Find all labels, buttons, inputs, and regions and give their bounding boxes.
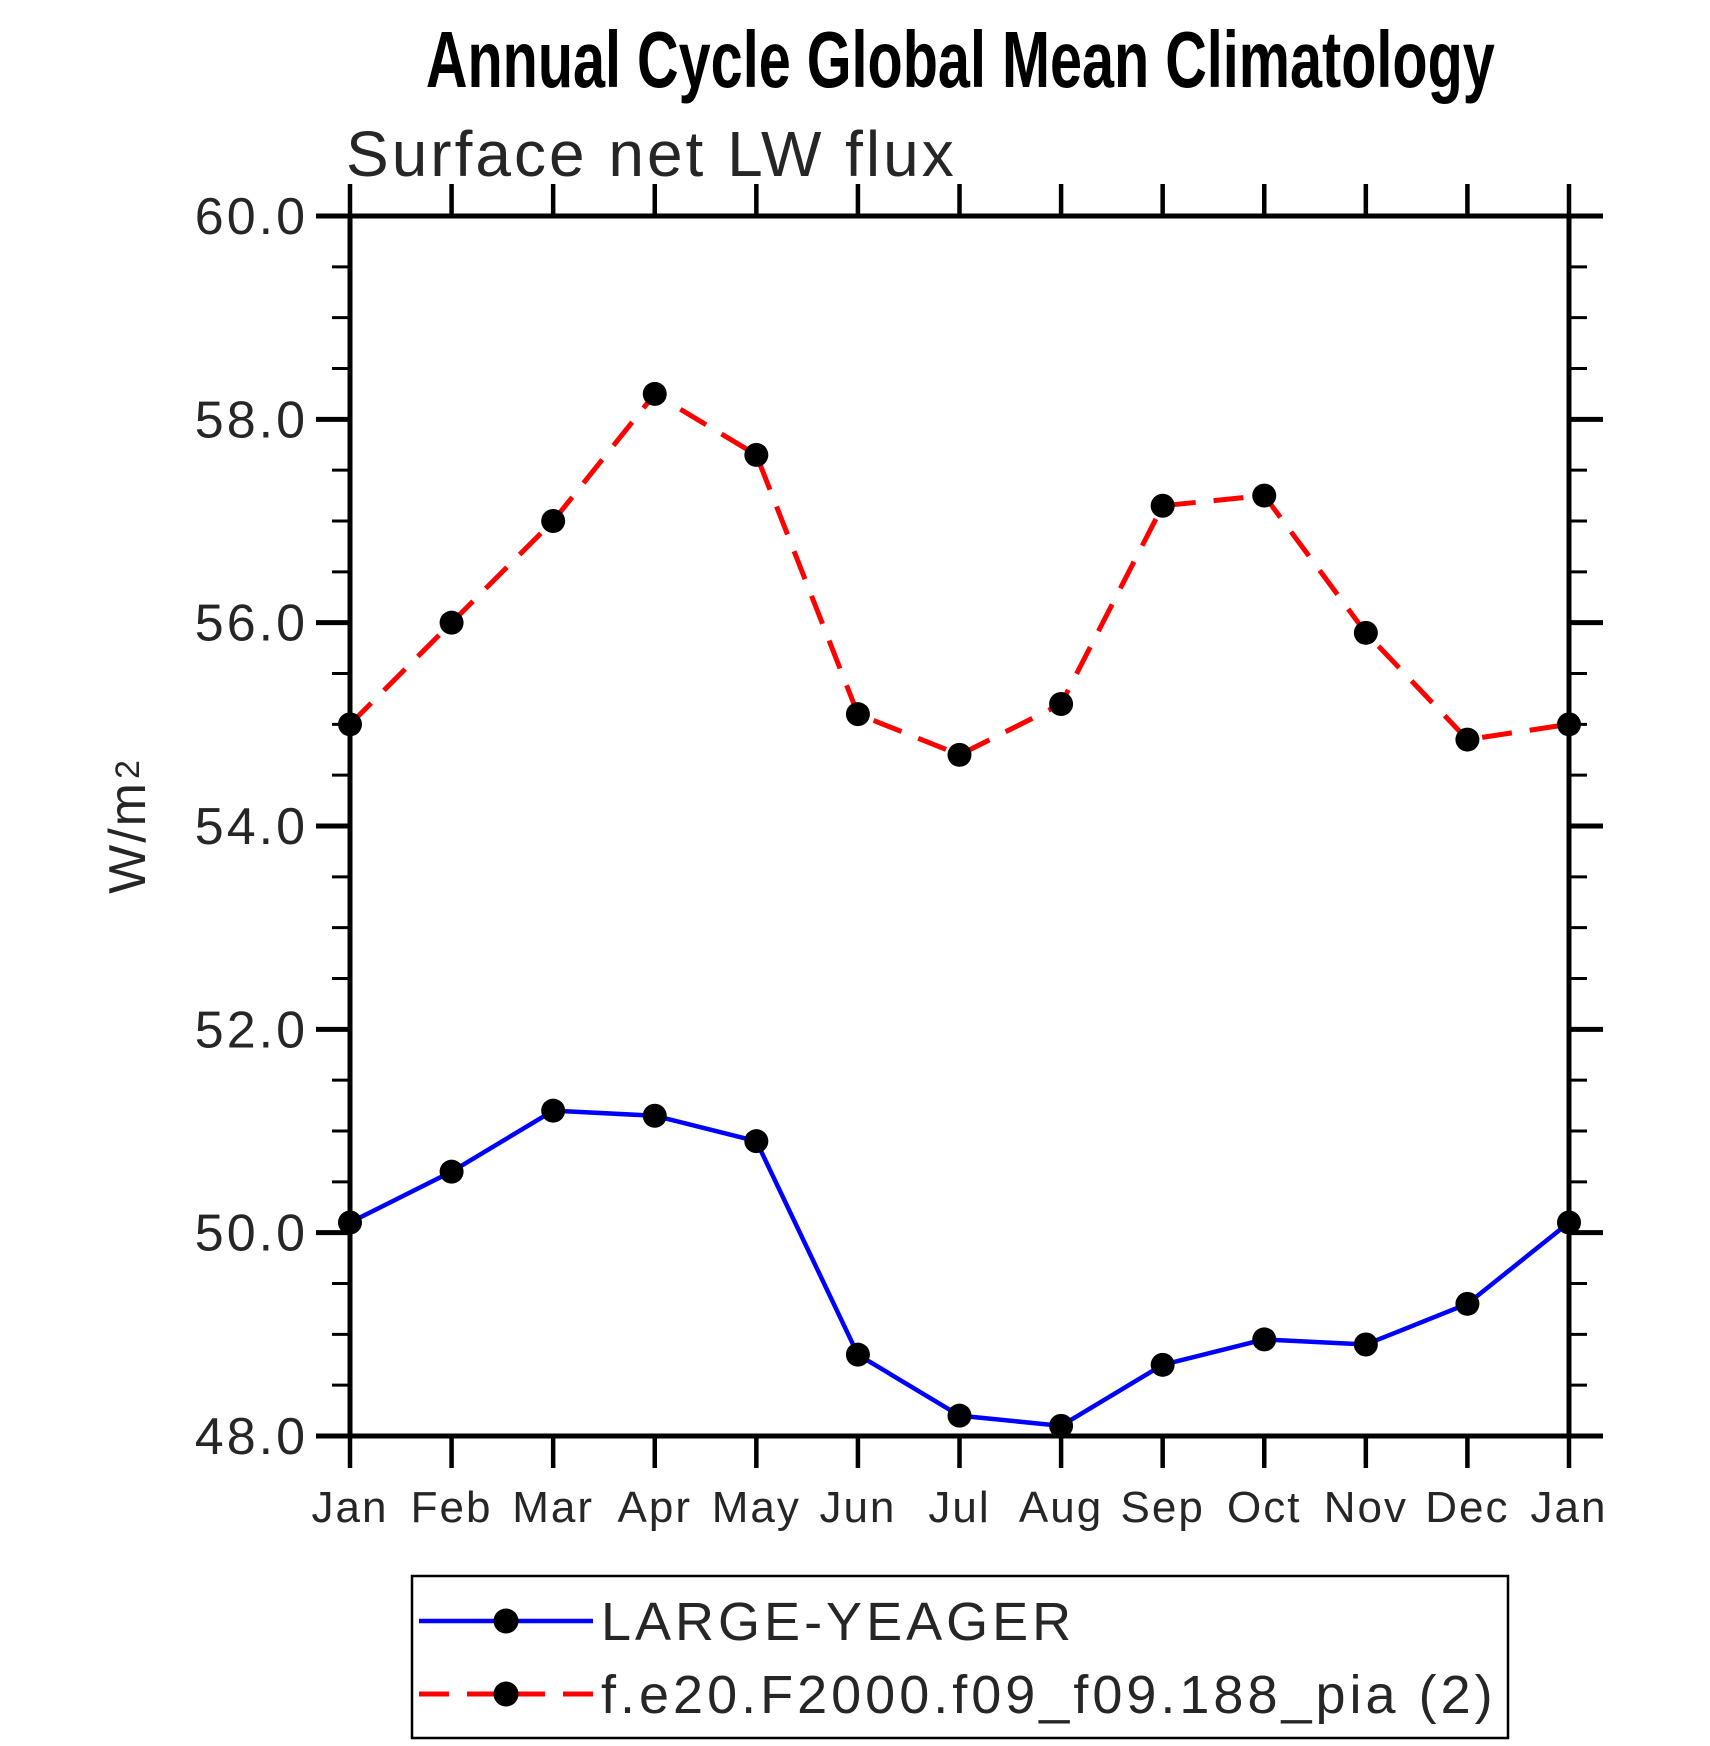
y-tick-label: 52.0 <box>195 1001 308 1059</box>
data-point-series0-9 <box>1252 1327 1277 1352</box>
data-point-series0-8 <box>1150 1352 1175 1377</box>
data-point-series1-12 <box>1557 712 1581 737</box>
data-point-series0-0 <box>338 1210 362 1235</box>
series-line-1 <box>348 390 1570 758</box>
y-axis-title-base: W/m <box>99 781 157 894</box>
chart-title-text: Annual Cycle Global Mean Climatology <box>425 15 1495 104</box>
data-point-series1-8 <box>1150 493 1175 518</box>
y-tick-label: 58.0 <box>195 391 308 449</box>
data-point-series1-5 <box>845 702 870 727</box>
data-point-series1-2 <box>541 509 566 533</box>
data-point-series0-12 <box>1557 1210 1581 1235</box>
data-point-series0-7 <box>1049 1413 1074 1438</box>
plot-frame <box>347 213 1572 1439</box>
x-tick-label: Sep <box>1121 1483 1205 1532</box>
x-tick-label: Jun <box>819 1483 896 1532</box>
y-tick-label: 48.0 <box>195 1408 308 1466</box>
legend-label-0: LARGE-YEAGER <box>601 1592 1075 1652</box>
data-point-series1-1 <box>439 610 464 635</box>
x-tick-label: May <box>712 1483 801 1532</box>
data-point-series1-0 <box>338 712 362 737</box>
x-tick-label: Mar <box>512 1483 594 1532</box>
data-point-series1-11 <box>1455 727 1480 752</box>
data-point-series1-6 <box>947 742 972 767</box>
x-tick-label: Aug <box>1019 1483 1103 1532</box>
data-point-series1-7 <box>1049 692 1074 716</box>
x-tick-label: Jan <box>312 1483 389 1532</box>
x-tick-label: Nov <box>1324 1483 1408 1532</box>
chart-title: Annual Cycle Global Mean Climatology <box>350 20 1570 100</box>
data-point-series0-11 <box>1455 1291 1480 1316</box>
data-point-series0-6 <box>947 1403 972 1428</box>
x-tick-label: Dec <box>1425 1483 1509 1532</box>
legend-marker-1 <box>493 1681 519 1707</box>
data-point-series1-4 <box>744 442 769 467</box>
data-point-series0-1 <box>439 1159 464 1184</box>
data-point-series1-9 <box>1252 483 1277 508</box>
data-point-series0-2 <box>541 1098 566 1123</box>
x-tick-label: Oct <box>1227 1483 1301 1532</box>
y-tick-label: 56.0 <box>195 595 308 653</box>
x-tick-label: Apr <box>618 1483 692 1532</box>
y-tick-label: 50.0 <box>195 1205 308 1263</box>
x-tick-label: Jul <box>928 1483 990 1532</box>
legend-label-1: f.e20.F2000.f09_f09.188_pia (2) <box>601 1665 1497 1725</box>
chart-subtitle: Surface net LW flux <box>346 118 957 190</box>
y-tick-label: 60.0 <box>195 188 308 246</box>
data-point-series0-3 <box>642 1103 667 1128</box>
y-axis-title: W/m 2 <box>99 758 157 894</box>
x-tick-label: Jan <box>1531 1483 1608 1532</box>
data-point-series0-10 <box>1353 1332 1378 1357</box>
data-point-series0-5 <box>845 1342 870 1367</box>
x-tick-label: Feb <box>411 1483 493 1532</box>
legend-box <box>410 1574 1510 1740</box>
series-line-0 <box>348 1108 1571 1429</box>
legend-marker-0 <box>493 1608 519 1634</box>
y-tick-label: 54.0 <box>195 798 308 856</box>
data-point-series0-4 <box>744 1129 769 1154</box>
data-point-series1-10 <box>1353 620 1378 645</box>
data-point-series1-3 <box>642 381 667 406</box>
